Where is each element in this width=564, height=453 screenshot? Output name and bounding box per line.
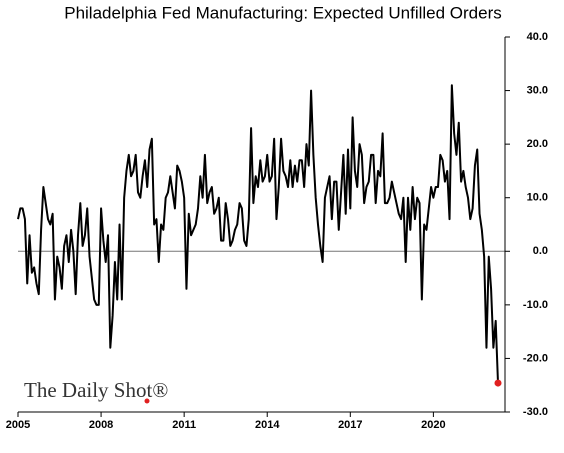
y-tick-label: 10.0	[527, 192, 548, 204]
y-tick-label: -10.0	[523, 299, 548, 311]
y-tick-label: -20.0	[523, 352, 548, 364]
watermark-dot	[144, 398, 150, 404]
chart-title: Philadelphia Fed Manufacturing: Expected…	[64, 3, 502, 22]
x-tick-label: 2020	[421, 419, 445, 431]
x-tick-label: 2017	[338, 419, 362, 431]
y-tick-label: -30.0	[523, 406, 548, 418]
y-tick-label: 40.0	[527, 31, 548, 43]
watermark: The Daily Shot®	[24, 378, 168, 402]
x-tick-label: 2005	[6, 419, 30, 431]
x-tick-label: 2008	[89, 419, 113, 431]
x-tick-label: 2011	[172, 419, 196, 431]
y-tick-label: 30.0	[527, 84, 548, 96]
data-line	[17, 84, 499, 384]
x-tick-label: 2014	[255, 419, 280, 431]
y-tick-label: 20.0	[527, 138, 548, 150]
y-tick-label: 0.0	[533, 245, 548, 257]
last-point	[494, 379, 502, 387]
